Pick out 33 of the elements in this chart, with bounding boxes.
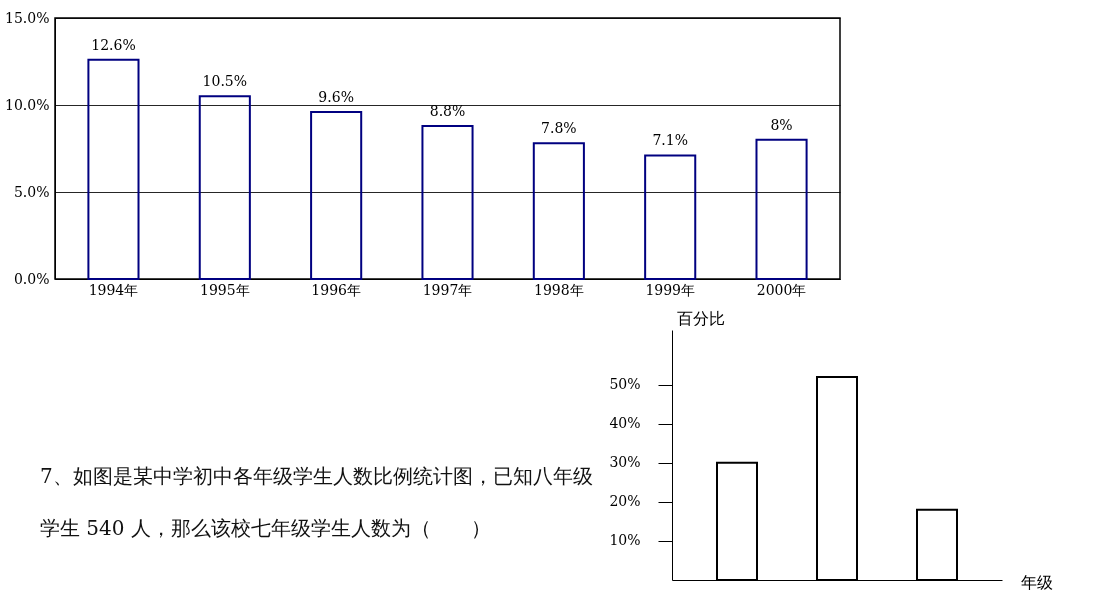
bar (421, 124, 474, 280)
x-tick-label: 2000年 (756, 281, 807, 298)
x-tick-label: 1999年 (645, 281, 696, 298)
bar (532, 142, 585, 280)
text: 12.6% (91, 36, 136, 53)
y-axis-title: 百分比 (676, 308, 725, 328)
y-tick-label: 0.0% (13, 270, 50, 287)
y-tick-label: 50% (609, 376, 641, 393)
y-tick-label: 5.0% (13, 183, 50, 200)
y-tick-label: 20% (609, 493, 641, 510)
text: 9.6% (318, 88, 354, 105)
y-tick-label: 40% (609, 415, 641, 432)
bar (755, 138, 808, 280)
x-tick-label: 1994年 (88, 281, 139, 298)
x-axis-title: 年级 (1020, 572, 1053, 592)
bar (644, 154, 697, 280)
x-tick-label: 1995年 (199, 281, 250, 298)
text: 8% (770, 116, 793, 133)
x-tick-label: 1997年 (422, 281, 473, 298)
bar (310, 110, 363, 280)
y-tick-label: 30% (609, 454, 641, 471)
bar (198, 95, 251, 280)
y-tick-label: 15.0% (5, 9, 50, 26)
text: 7.8% (541, 120, 577, 137)
text: 7、如图是某中学初中各年级学生人数比例统计图，已知八年级学生 540 人，那么该校七年级学生人数为（ ） (40, 464, 593, 540)
text: 7.1% (652, 132, 688, 149)
y-tick-label: 10% (609, 532, 641, 549)
text: 10.5% (202, 73, 248, 90)
bar (87, 58, 140, 280)
y-tick-label: 10.0% (5, 96, 50, 113)
x-tick-label: 1996年 (311, 281, 361, 298)
text: 8.8% (429, 102, 466, 119)
x-tick-label: 1998年 (534, 281, 584, 298)
